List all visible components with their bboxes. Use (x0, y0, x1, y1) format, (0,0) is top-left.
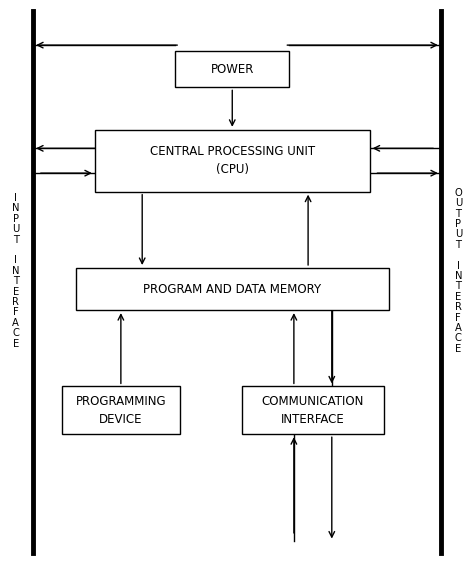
Text: CENTRAL PROCESSING UNIT
(CPU): CENTRAL PROCESSING UNIT (CPU) (150, 146, 315, 176)
FancyBboxPatch shape (175, 51, 289, 87)
Text: O
U
T
P
U
T
 
I
N
T
E
R
F
A
C
E: O U T P U T I N T E R F A C E (455, 188, 462, 354)
FancyBboxPatch shape (242, 386, 384, 434)
FancyBboxPatch shape (76, 268, 389, 310)
Text: I
N
P
U
T
 
I
N
T
E
R
F
A
C
E: I N P U T I N T E R F A C E (12, 193, 19, 349)
FancyBboxPatch shape (62, 386, 180, 434)
Text: PROGRAM AND DATA MEMORY: PROGRAM AND DATA MEMORY (143, 283, 321, 296)
Text: COMMUNICATION
INTERFACE: COMMUNICATION INTERFACE (262, 395, 364, 426)
Text: PROGRAMMING
DEVICE: PROGRAMMING DEVICE (75, 395, 166, 426)
FancyBboxPatch shape (95, 130, 370, 192)
Text: POWER: POWER (210, 63, 254, 76)
